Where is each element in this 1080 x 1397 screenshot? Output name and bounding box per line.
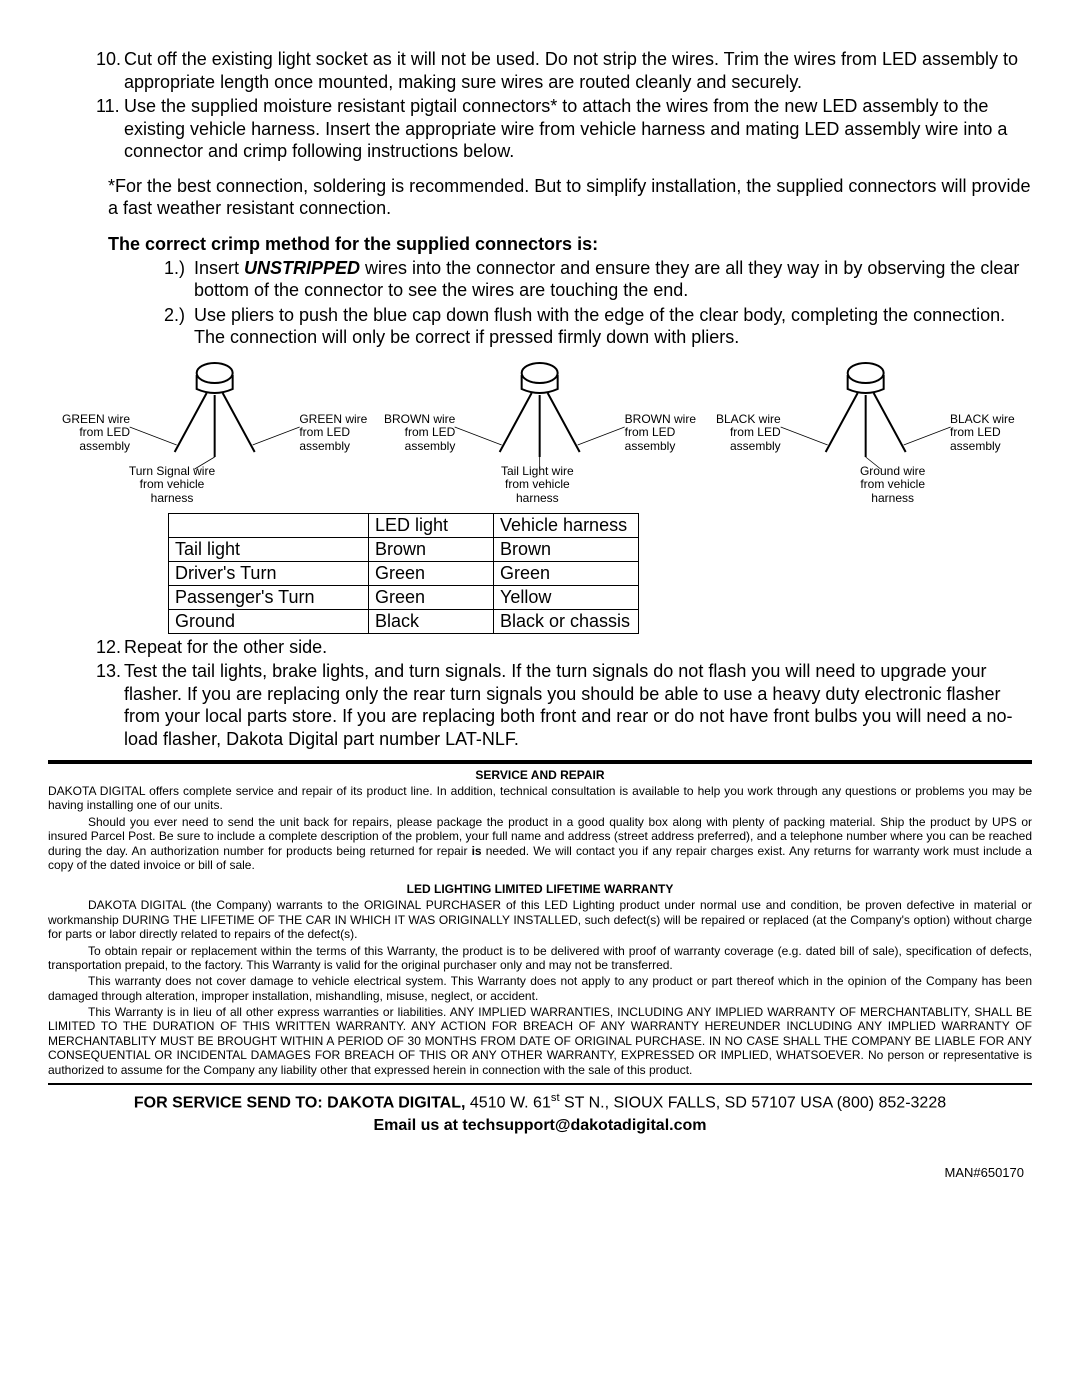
cell: Brown xyxy=(494,537,639,561)
cell: LED light xyxy=(369,513,494,537)
cell: Yellow xyxy=(494,585,639,609)
crimp-step-number: 1.) xyxy=(164,257,194,302)
label-left: BROWN wirefrom LEDassembly xyxy=(375,413,455,454)
cell: Tail light xyxy=(169,537,369,561)
wire-color-table: LED light Vehicle harness Tail light Bro… xyxy=(168,513,639,634)
contact-addr2: ST N., SIOUX FALLS, SD 57107 USA (800) 8… xyxy=(560,1094,947,1111)
connector-green: GREEN wirefrom LEDassembly GREEN wirefro… xyxy=(52,357,377,507)
crimp-step-2: 2.) Use pliers to push the blue cap down… xyxy=(164,304,1032,349)
cell: Driver's Turn xyxy=(169,561,369,585)
table-row: Passenger's Turn Green Yellow xyxy=(169,585,639,609)
label-left: GREEN wirefrom LEDassembly xyxy=(50,413,130,454)
step-12: 12. Repeat for the other side. xyxy=(96,636,1032,659)
crimp-step-number: 2.) xyxy=(164,304,194,349)
cell: Green xyxy=(369,561,494,585)
warranty-p2: To obtain repair or replacement within t… xyxy=(48,944,1032,973)
warranty-p4: This Warranty is in lieu of all other ex… xyxy=(48,1005,1032,1077)
label-left: BLACK wirefrom LEDassembly xyxy=(701,413,781,454)
service-heading: SERVICE AND REPAIR xyxy=(48,768,1032,782)
cell: Black xyxy=(369,609,494,633)
step-number: 10. xyxy=(96,48,124,93)
instruction-list: 10. Cut off the existing light socket as… xyxy=(48,48,1032,163)
step-text: Test the tail lights, brake lights, and … xyxy=(124,660,1032,750)
step-11: 11. Use the supplied moisture resistant … xyxy=(96,95,1032,163)
cell xyxy=(169,513,369,537)
footnote-soldering: *For the best connection, soldering is r… xyxy=(108,175,1032,220)
step-text: Cut off the existing light socket as it … xyxy=(124,48,1032,93)
contact-email: Email us at techsupport@dakotadigital.co… xyxy=(374,1117,707,1134)
crimp-step-1: 1.) Insert UNSTRIPPED wires into the con… xyxy=(164,257,1032,302)
crimp-heading-bold: The correct crimp method for the supplie… xyxy=(108,234,592,254)
contact-addr1: 4510 W. 61 xyxy=(465,1094,550,1111)
label-bottom: Ground wirefrom vehicleharness xyxy=(833,465,953,506)
table-row: Driver's Turn Green Green xyxy=(169,561,639,585)
contact-block: FOR SERVICE SEND TO: DAKOTA DIGITAL, 451… xyxy=(48,1091,1032,1137)
table-row: LED light Vehicle harness xyxy=(169,513,639,537)
crimp-step-text: Use pliers to push the blue cap down flu… xyxy=(194,304,1032,349)
step-text: Use the supplied moisture resistant pigt… xyxy=(124,95,1032,163)
cell: Green xyxy=(494,561,639,585)
warranty-heading: LED LIGHTING LIMITED LIFETIME WARRANTY xyxy=(48,882,1032,896)
step-text: Repeat for the other side. xyxy=(124,636,1032,659)
cell: Ground xyxy=(169,609,369,633)
manual-number: MAN#650170 xyxy=(48,1165,1032,1180)
contact-st: st xyxy=(551,1092,560,1104)
wp1: DAKOTA DIGITAL (the Company) warrants to… xyxy=(48,898,1032,941)
warranty-p3: This warranty does not cover damage to v… xyxy=(48,974,1032,1003)
connector-diagram-row: GREEN wirefrom LEDassembly GREEN wirefro… xyxy=(48,357,1032,507)
label-bottom: Tail Light wirefrom vehicleharness xyxy=(477,465,597,506)
label-right: BLACK wirefrom LEDassembly xyxy=(950,413,1030,454)
cell: Vehicle harness xyxy=(494,513,639,537)
service-p2: Should you ever need to send the unit ba… xyxy=(48,815,1032,873)
crimp-step-text: Insert UNSTRIPPED wires into the connect… xyxy=(194,257,1032,302)
cell: Passenger's Turn xyxy=(169,585,369,609)
instruction-list-2: 12. Repeat for the other side. 13. Test … xyxy=(48,636,1032,751)
cell: Brown xyxy=(369,537,494,561)
crimp-steps: 1.) Insert UNSTRIPPED wires into the con… xyxy=(164,257,1032,349)
step-number: 11. xyxy=(96,95,124,163)
step-10: 10. Cut off the existing light socket as… xyxy=(96,48,1032,93)
connector-black: BLACK wirefrom LEDassembly BLACK wirefro… xyxy=(703,357,1028,507)
wp3: This warranty does not cover damage to v… xyxy=(48,974,1032,1002)
step-13: 13. Test the tail lights, brake lights, … xyxy=(96,660,1032,750)
cell: Black or chassis xyxy=(494,609,639,633)
connector-brown: BROWN wirefrom LEDassembly BROWN wirefro… xyxy=(377,357,702,507)
p2-is: is xyxy=(472,844,482,858)
label-right: BROWN wirefrom LEDassembly xyxy=(625,413,705,454)
wp4: This Warranty is in lieu of all other ex… xyxy=(48,1005,1032,1077)
divider-thick xyxy=(48,760,1032,764)
crimp-heading-colon: : xyxy=(592,234,598,254)
warranty-p1: DAKOTA DIGITAL (the Company) warrants to… xyxy=(48,898,1032,941)
wp2: To obtain repair or replacement within t… xyxy=(48,944,1032,972)
table-row: Ground Black Black or chassis xyxy=(169,609,639,633)
crimp-method-heading: The correct crimp method for the supplie… xyxy=(108,234,1032,255)
step-number: 12. xyxy=(96,636,124,659)
contact-company: DAKOTA DIGITAL, xyxy=(327,1094,465,1111)
step-number: 13. xyxy=(96,660,124,750)
label-bottom: Turn Signal wirefrom vehicleharness xyxy=(112,465,232,506)
txt-a: Insert xyxy=(194,258,244,278)
unstripped-bold: UNSTRIPPED xyxy=(244,258,360,278)
label-right: GREEN wirefrom LEDassembly xyxy=(299,413,379,454)
table-row: Tail light Brown Brown xyxy=(169,537,639,561)
cell: Green xyxy=(369,585,494,609)
divider-thin xyxy=(48,1083,1032,1085)
contact-prefix: FOR SERVICE SEND TO: xyxy=(134,1094,327,1111)
service-p1: DAKOTA DIGITAL offers complete service a… xyxy=(48,784,1032,813)
